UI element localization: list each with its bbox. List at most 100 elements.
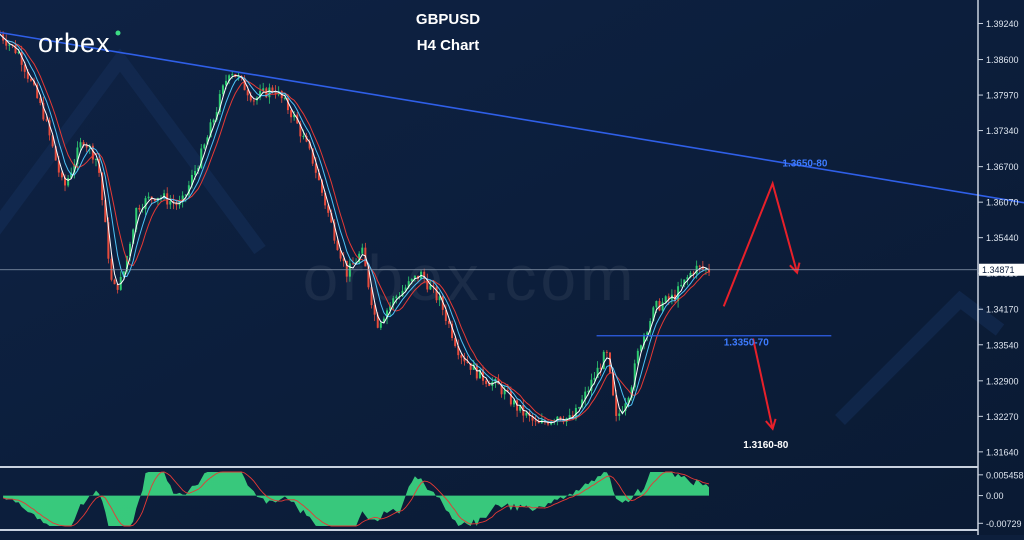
candle-body — [116, 284, 119, 290]
candle-body — [60, 172, 63, 178]
candle-body — [163, 193, 166, 198]
candle-body — [488, 383, 491, 387]
candle-body — [231, 74, 234, 76]
candle-body — [218, 94, 221, 113]
oscillator-axis: 0.005458 0.00 -0.00729 — [978, 470, 1024, 529]
candle-body — [457, 346, 460, 356]
candle-body — [283, 97, 286, 99]
candle-body — [286, 97, 289, 111]
candle-body — [20, 52, 23, 65]
background-decoration — [0, 48, 1005, 425]
candle-body — [556, 416, 559, 421]
candle-body — [593, 377, 596, 380]
moving-average-slow — [0, 33, 710, 422]
candle-body — [543, 420, 546, 423]
candle-body — [57, 160, 60, 173]
chart-title: GBPUSD — [416, 11, 480, 28]
candle-body — [649, 320, 652, 333]
candle-body — [382, 318, 385, 323]
candle-body — [367, 266, 370, 288]
candle-body — [221, 85, 224, 95]
price-tick-label: 1.37340 — [986, 126, 1019, 136]
candle-body — [590, 379, 593, 391]
moving-average-fast — [0, 33, 710, 424]
candle-body — [79, 142, 82, 148]
candle-body — [271, 87, 274, 92]
candle-body — [129, 243, 132, 257]
candle-body — [8, 44, 11, 46]
candle-body — [293, 114, 296, 118]
price-tick-label: 1.31640 — [986, 447, 1019, 457]
candle-body — [531, 416, 534, 421]
candle-body — [290, 110, 293, 118]
candle-body — [506, 390, 509, 392]
candle-body — [345, 260, 348, 277]
candle-body — [187, 185, 190, 195]
candle-body — [404, 287, 407, 291]
candle-body — [311, 148, 314, 164]
candle-body — [169, 201, 172, 205]
arrow-head-icon — [765, 418, 777, 431]
candle-body — [206, 137, 209, 145]
candle-body — [482, 369, 485, 381]
candle-body — [39, 97, 42, 103]
candle-body — [70, 172, 73, 179]
moving-average-mid — [0, 33, 710, 423]
candle-body — [664, 296, 667, 303]
candle-body — [605, 351, 608, 353]
candle-body — [370, 287, 373, 306]
candle-body — [472, 364, 475, 370]
candle-body — [692, 272, 695, 274]
candle-body — [537, 420, 540, 424]
candle-body — [26, 71, 29, 79]
candle-body — [621, 410, 624, 414]
candle-body — [627, 397, 630, 404]
candle-body — [122, 271, 125, 277]
candle-body — [373, 305, 376, 315]
candle-body — [451, 323, 454, 338]
candle-body — [94, 158, 97, 160]
candle-body — [587, 390, 590, 392]
orbex-logo: orbex — [38, 28, 121, 58]
descending-trendline — [0, 31, 1024, 204]
candle-body — [547, 422, 550, 425]
price-tick-label: 1.39240 — [986, 19, 1019, 29]
watermark: orbex.com — [303, 242, 634, 314]
price-tick-label: 1.32900 — [986, 376, 1019, 386]
candle-body — [534, 420, 537, 422]
level-annotations: 1.3650-80 1.3350-70 1.3160-80 — [724, 159, 828, 451]
candle-body — [5, 40, 8, 46]
candle-body — [36, 84, 39, 98]
candle-body — [395, 296, 398, 299]
chart-subtitle: H4 Chart — [417, 37, 480, 54]
candle-body — [101, 172, 104, 201]
candle-body — [407, 281, 410, 288]
candle-body — [413, 275, 416, 279]
candle-body — [324, 192, 327, 206]
candle-body — [466, 361, 469, 364]
candle-body — [581, 399, 584, 408]
candle-body — [29, 78, 32, 81]
candle-body — [194, 170, 197, 175]
candle-body — [478, 369, 481, 379]
candle-body — [435, 286, 438, 301]
candle-body — [509, 391, 512, 405]
candle-body — [249, 95, 252, 101]
candle-body — [17, 52, 20, 54]
candle-body — [503, 390, 506, 395]
candle-body — [639, 345, 642, 351]
price-tick-label: 1.38600 — [986, 55, 1019, 65]
candle-body — [410, 278, 413, 282]
projection-path — [752, 338, 774, 429]
price-tick-label: 1.36070 — [986, 198, 1019, 208]
candle-body — [661, 302, 664, 311]
price-tick-label: 1.35440 — [986, 233, 1019, 243]
oscillator-tick-label: -0.00729 — [986, 519, 1022, 529]
moving-averages — [0, 33, 710, 424]
oscillator-panel — [2, 471, 710, 527]
price-tick-label: 1.32270 — [986, 412, 1019, 422]
candle-body — [110, 258, 113, 280]
candle-body — [608, 352, 611, 373]
